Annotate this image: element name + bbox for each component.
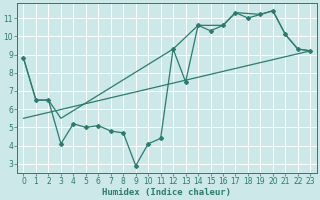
- X-axis label: Humidex (Indice chaleur): Humidex (Indice chaleur): [102, 188, 231, 197]
